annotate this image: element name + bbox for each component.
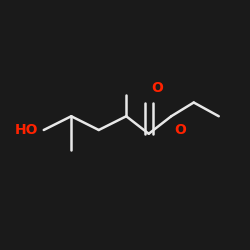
Text: O: O <box>174 122 186 136</box>
Text: HO: HO <box>15 123 39 137</box>
Text: O: O <box>151 81 163 95</box>
